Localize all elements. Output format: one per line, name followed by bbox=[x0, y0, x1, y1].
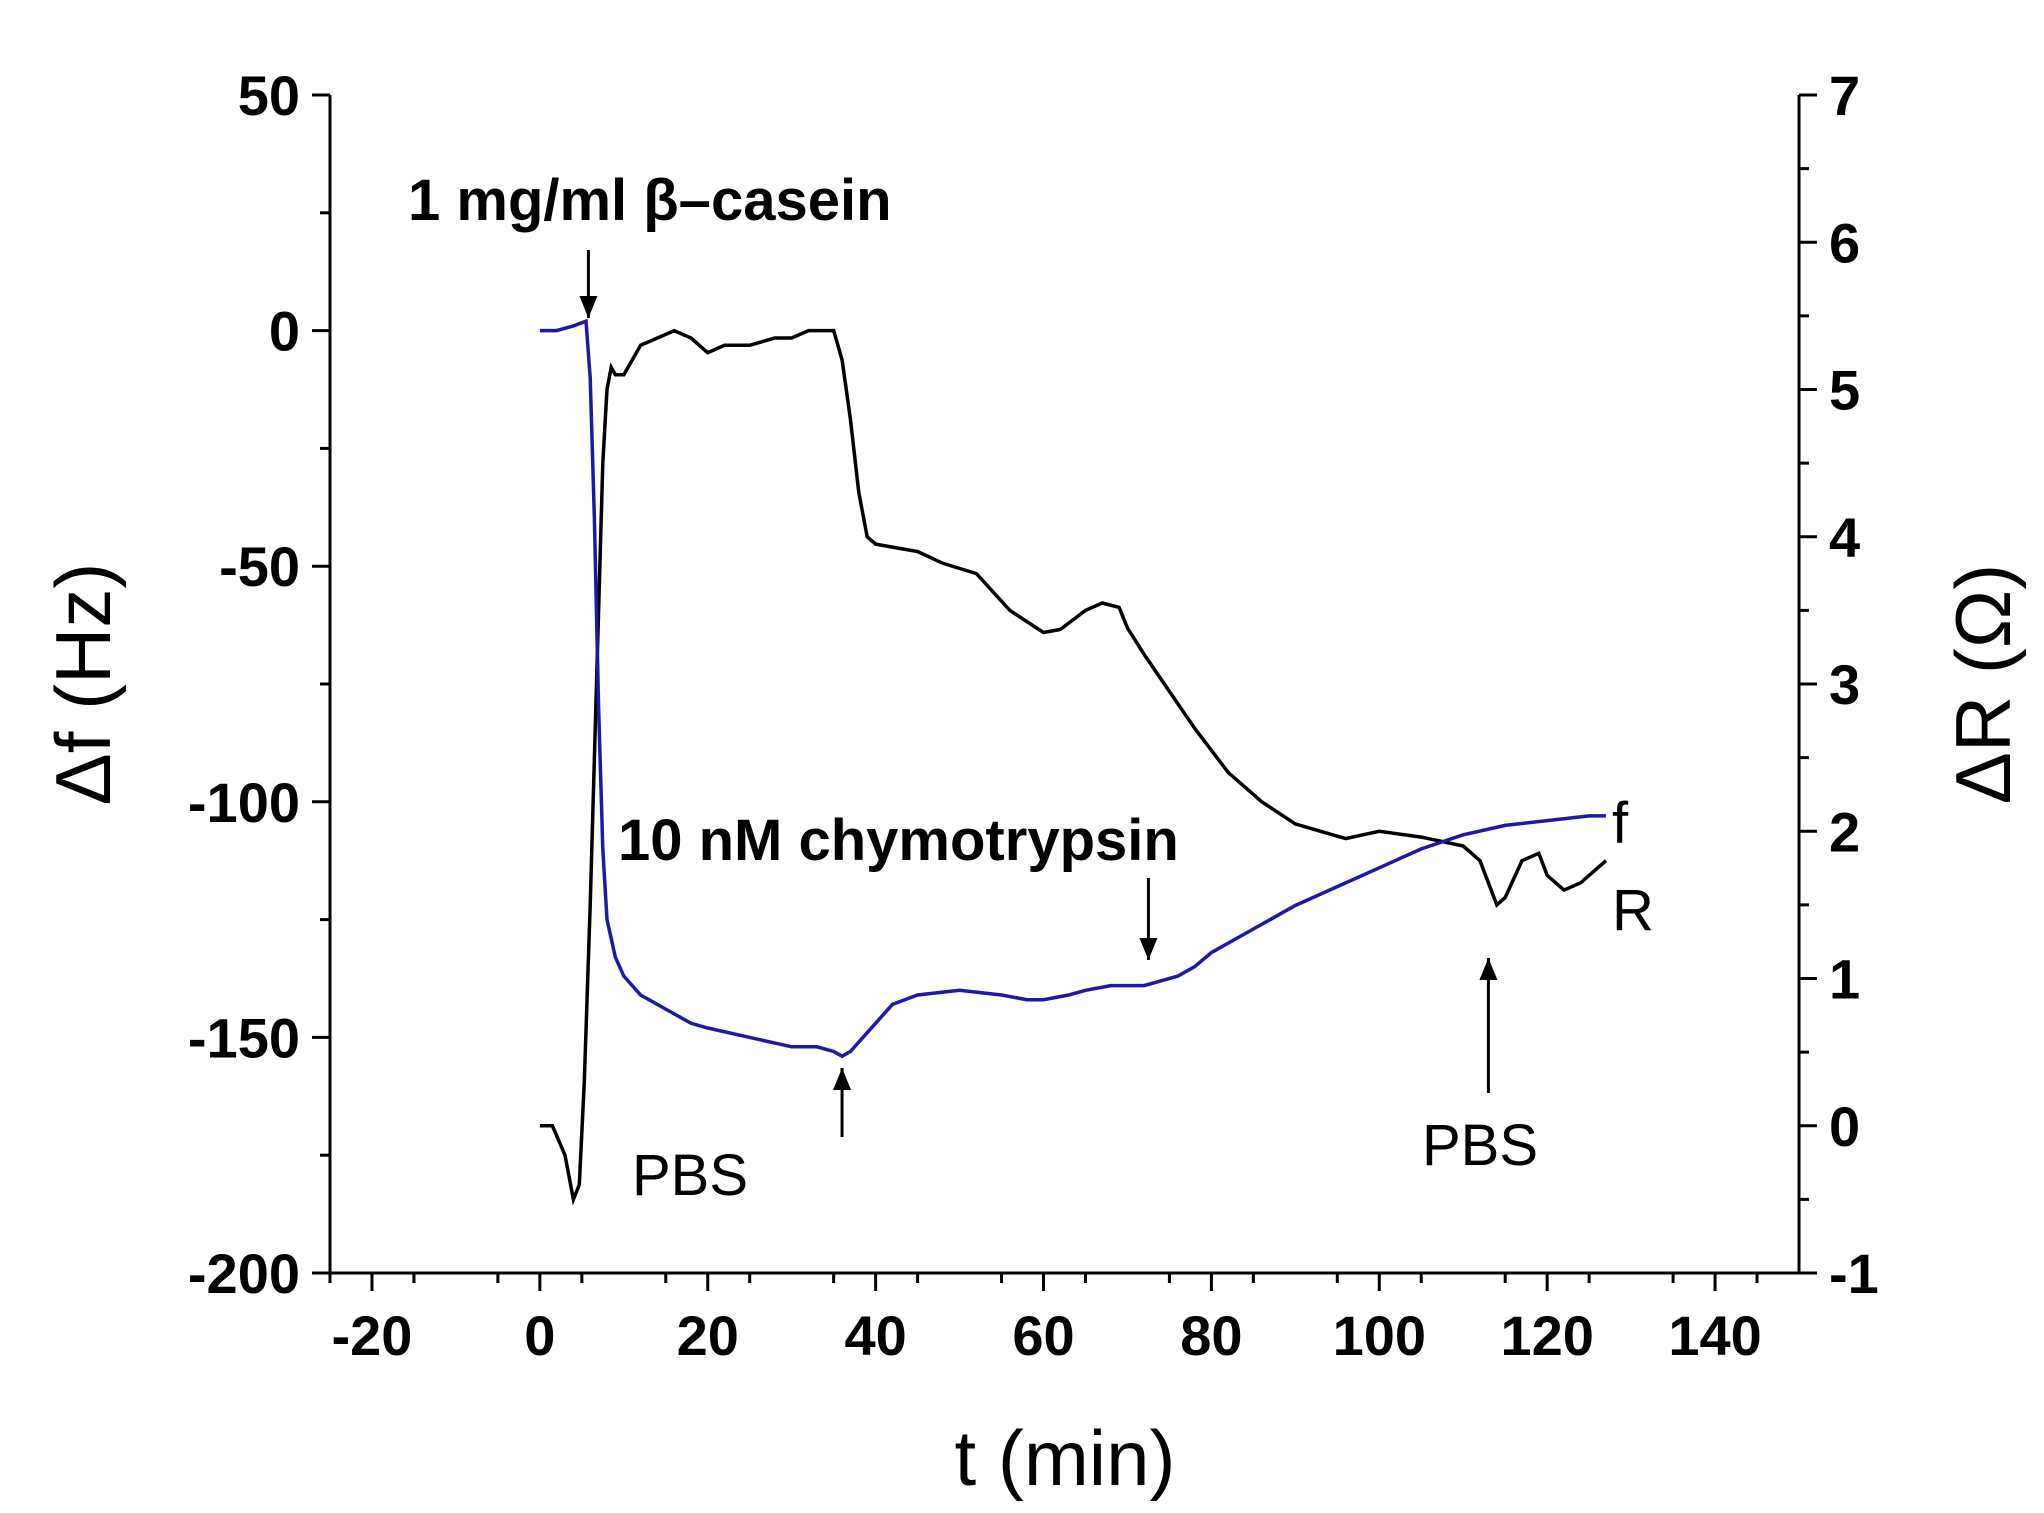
arrow-casein-head bbox=[579, 296, 598, 318]
annotation-arrows bbox=[579, 250, 1498, 1137]
annotation-pbs-1: PBS bbox=[632, 1143, 748, 1208]
x-tick-label: 60 bbox=[1012, 1304, 1074, 1367]
left-y-tick-label: -100 bbox=[188, 771, 300, 834]
left-y-tick-label: -150 bbox=[188, 1006, 300, 1069]
x-tick-label: 20 bbox=[677, 1304, 739, 1367]
right-y-tick-label: 5 bbox=[1829, 359, 1860, 422]
series-r-line bbox=[539, 328, 1608, 1206]
left-y-tick-label: 0 bbox=[269, 300, 300, 363]
arrow-chymotrypsin-head bbox=[1139, 938, 1158, 960]
right-y-tick-label: 7 bbox=[1829, 64, 1860, 127]
series-r-label: R bbox=[1612, 878, 1654, 943]
right-y-tick-label: 0 bbox=[1829, 1095, 1860, 1158]
right-y-tick-label: 6 bbox=[1829, 211, 1860, 274]
x-tick-label: -20 bbox=[332, 1304, 413, 1367]
annotation-casein: 1 mg/ml β–casein bbox=[408, 168, 892, 233]
right-y-tick-label: 2 bbox=[1829, 800, 1860, 863]
x-tick-label: 80 bbox=[1180, 1304, 1242, 1367]
x-tick-label: 120 bbox=[1500, 1304, 1593, 1367]
left-y-tick-label: -200 bbox=[188, 1242, 300, 1305]
series-f-label: f bbox=[1612, 791, 1629, 856]
arrow-pbs-1-head bbox=[833, 1068, 852, 1090]
left-y-tick-label: -50 bbox=[219, 535, 300, 598]
x-tick-label: 100 bbox=[1333, 1304, 1426, 1367]
right-y-tick-label: 3 bbox=[1829, 653, 1860, 716]
series-f-line bbox=[539, 318, 1606, 1059]
left-y-axis-title: Δf (Hz) bbox=[39, 563, 127, 806]
right-y-tick-label: -1 bbox=[1829, 1242, 1879, 1305]
arrow-pbs-2-head bbox=[1479, 958, 1498, 980]
tick-labels: -20 0 20 40 60 80 100 120 140500-50-100-150-2007… bbox=[188, 64, 1879, 1367]
right-y-tick-label: 1 bbox=[1829, 948, 1860, 1011]
right-y-tick-label: 4 bbox=[1829, 506, 1860, 569]
x-axis-title: t (min) bbox=[955, 1414, 1176, 1502]
right-y-axis-title: ΔR (Ω) bbox=[1939, 564, 2027, 804]
x-tick-label: 40 bbox=[844, 1304, 906, 1367]
ticks bbox=[312, 93, 1817, 1291]
annotation-pbs-2: PBS bbox=[1422, 1113, 1538, 1178]
annotation-chymotrypsin: 10 nM chymotrypsin bbox=[618, 808, 1179, 873]
x-tick-label: 0 bbox=[524, 1304, 555, 1367]
left-y-tick-label: 50 bbox=[238, 64, 300, 127]
x-tick-label: 140 bbox=[1668, 1304, 1761, 1367]
